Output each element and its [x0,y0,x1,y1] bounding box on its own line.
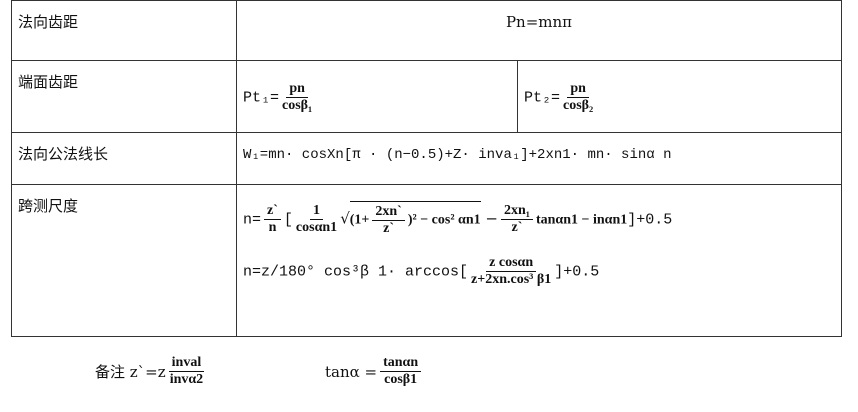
row-label: 端面齿距 [11,60,237,133]
transverse-pitch-formula-1: Pt₁= pn cosβ₁ [236,60,518,133]
normal-pitch-formula: Pn=mnπ [236,0,842,61]
row-label: 法向公法线长 [11,132,237,185]
span-measurement-formulas: n= z` n[1 cosαn1 √(1+ 2xn` z`)² − cos² αn1 −2x… [236,184,842,337]
table-row: 法向齿距 Pn=mnπ [11,0,842,61]
span-formula-2: n=z/180° cos³β 1· arccos[z cosαn z+2xn.co… [243,255,600,287]
table-row: 端面齿距 Pt₁= pn cosβ₁ Pt₂= pn cosβ₂ [11,60,842,133]
transverse-pitch-formula-2: Pt₂= pn cosβ₂ [517,60,842,133]
table-row: 法向公法线长 W₁=mn· cosXn[π · (n−0.5)+Z· inva₁… [11,132,842,185]
table-row: 跨测尺度 n= z` n[1 cosαn1 √(1+ 2xn` z`)² − cos² αn… [11,184,842,337]
base-tangent-length-formula: W₁=mn· cosXn[π · (n−0.5)+Z· inva₁]+2xn1·… [236,132,842,185]
row-label: 法向齿距 [11,0,237,61]
note-tan-alpha: tanα = tanαn cosβ1 [325,355,424,388]
gear-formula-table: 法向齿距 Pn=mnπ 端面齿距 Pt₁= pn cosβ₁ Pt₂= pn cosβ₂… [11,0,842,337]
span-formula-1: n= z` n[1 cosαn1 √(1+ 2xn` z`)² − cos² αn1 −2x… [243,201,835,237]
note-z-prime: 备注 z`=z inval invα2 [95,355,205,387]
row-label: 跨测尺度 [11,184,237,337]
